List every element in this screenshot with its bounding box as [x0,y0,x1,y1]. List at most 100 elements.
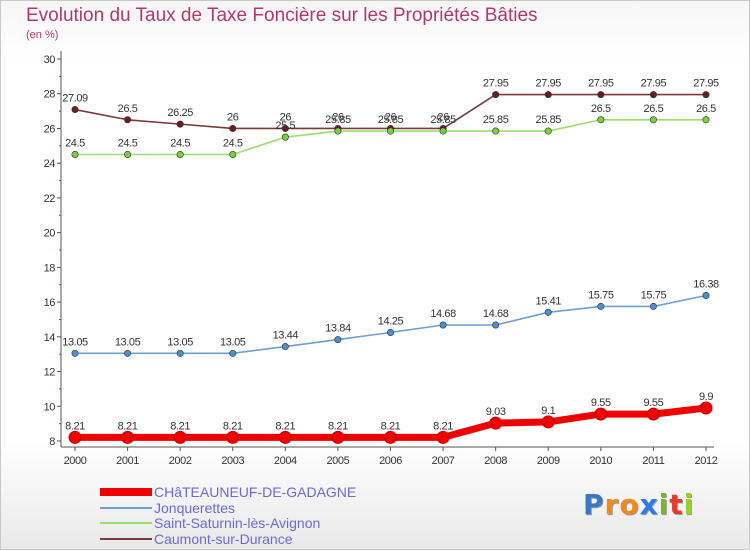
legend-swatch [100,537,152,540]
y-tick-label: 12 [44,367,56,379]
data-point [492,91,500,99]
data-point [176,349,184,357]
data-label: 13.44 [273,330,299,342]
data-label: 14.68 [483,308,509,320]
data-label: 8.21 [275,420,295,432]
data-point [386,328,394,336]
data-label: 25.85 [325,114,351,126]
data-point [124,349,132,357]
data-point [492,321,500,329]
x-tick-label: 2012 [695,455,718,467]
data-point [541,415,555,429]
x-tick-label: 2001 [116,455,139,467]
data-label: 13.05 [62,336,88,348]
y-tick-label: 24 [44,158,56,170]
logo-letter: x [639,488,659,521]
chart-units: (en %) [26,29,59,41]
data-point [702,91,710,99]
data-label: 26 [227,111,239,123]
data-point [176,151,184,159]
data-label: 27.95 [641,78,667,90]
data-label: 26 [385,111,397,123]
y-tick-label: 14 [44,332,56,344]
data-point [71,349,79,357]
data-point [173,430,187,444]
data-label: 27.95 [535,78,561,90]
data-point [226,430,240,444]
data-label: 27.09 [62,93,88,105]
logo-letter: i [683,488,695,521]
data-point [702,291,710,299]
data-label: 9.55 [591,397,611,409]
data-label: 25.5 [275,120,295,132]
legend-label: CHâTEAUNEUF-DE-GADAGNE [154,484,357,500]
legend-swatch [100,522,152,524]
data-label: 24.5 [118,138,138,150]
data-point [68,430,82,444]
x-tick-label: 2006 [379,455,402,467]
proxiti-logo: Proxiti [583,488,694,521]
x-tick-label: 2003 [221,455,244,467]
data-point [71,151,79,159]
x-tick-label: 2002 [169,455,192,467]
x-tick-label: 2005 [326,455,349,467]
data-point [278,430,292,444]
data-point [544,308,552,316]
data-label: 9.1 [541,405,555,417]
data-point [124,151,132,159]
data-label: 24.5 [170,138,190,150]
logo-letter: P [583,488,605,521]
x-tick-label: 2010 [589,455,612,467]
legend-swatch [100,506,152,509]
data-point [489,416,503,430]
data-point [544,91,552,99]
logo-letter: r [604,488,620,521]
data-point [334,336,342,344]
data-label: 27.95 [588,78,614,90]
data-point [334,127,342,135]
y-tick-label: 28 [44,89,56,101]
y-tick-label: 18 [44,262,56,274]
data-label: 24.5 [223,138,243,150]
data-point [544,127,552,135]
legend-label: Caumont-sur-Durance [154,530,293,547]
data-label: 24.5 [65,138,85,150]
data-point [281,133,289,141]
data-label: 9.55 [644,397,664,409]
data-point [384,430,397,444]
data-label: 14.68 [430,308,456,320]
y-tick-label: 22 [44,193,56,205]
data-label: 8.21 [381,420,401,432]
data-point [386,127,394,135]
data-point [597,302,605,310]
data-label: 15.75 [588,289,614,301]
data-point [702,116,710,124]
data-label: 26 [280,111,292,123]
data-label: 25.85 [483,114,509,126]
data-point [176,120,184,128]
data-point [229,151,237,159]
data-label: 8.21 [170,420,190,432]
x-tick-label: 2000 [64,455,87,467]
data-label: 8.21 [433,420,453,432]
data-label: 8.21 [223,420,243,432]
legend-swatch [100,488,152,496]
data-point [699,401,713,415]
data-label: 8.21 [328,420,348,432]
data-label: 9.9 [699,391,713,403]
legend-label: Saint-Saturnin-lès-Avignon [154,515,321,531]
data-label: 27.95 [693,78,719,90]
y-tick-label: 10 [44,401,56,413]
data-point [281,343,289,351]
data-point [124,116,132,124]
data-point [331,430,345,444]
data-label: 14.25 [378,315,404,327]
y-tick-label: 26 [44,123,56,135]
y-tick-label: 8 [49,436,55,448]
data-point [597,91,605,99]
data-point [492,127,500,135]
data-label: 26.5 [644,103,664,115]
data-label: 15.41 [535,295,561,307]
data-point [121,430,135,444]
data-label: 13.05 [220,336,246,348]
